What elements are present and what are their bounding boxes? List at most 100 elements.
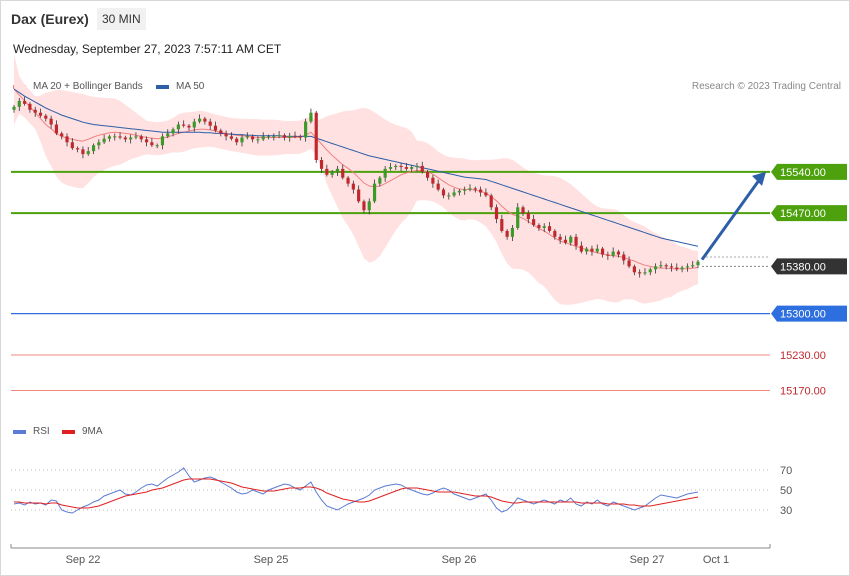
candle-up: [113, 136, 117, 138]
x-tick-label: Sep 27: [630, 554, 665, 566]
candle-down: [664, 265, 668, 267]
candle-down: [505, 230, 509, 237]
candle-down: [346, 177, 350, 184]
candle-up: [516, 207, 520, 228]
level-label-15230.00: 15230.00: [780, 350, 826, 362]
candle-up: [696, 261, 700, 266]
credit-text: Research © 2023 Trading Central: [691, 81, 841, 92]
candle-down: [537, 225, 541, 228]
candle-down: [182, 124, 186, 126]
candle-down: [23, 100, 27, 104]
candle-up: [569, 236, 573, 243]
legend-ma50: MA 50: [156, 81, 204, 92]
candle-down: [341, 168, 345, 178]
rsi-tick-30: 30: [780, 505, 792, 517]
level-label-15170.00: 15170.00: [780, 385, 826, 397]
candle-down: [574, 236, 578, 246]
level-label-15300.00: 15300.00: [780, 309, 826, 321]
ma50-line: [13, 88, 699, 247]
rsi-tick-70: 70: [780, 465, 792, 477]
candle-down: [494, 207, 499, 220]
candle-up: [256, 139, 260, 141]
level-label-15470.00: 15470.00: [780, 208, 826, 220]
level-tag-15470.00: [771, 205, 847, 222]
candle-down: [532, 219, 536, 225]
legend-rsi: RSI: [13, 426, 50, 437]
candle-down: [224, 133, 228, 137]
candle-up: [97, 142, 101, 146]
level-label-15380.00: 15380.00: [780, 261, 826, 273]
candle-down: [473, 188, 477, 190]
candle-up: [261, 136, 265, 140]
candle-up: [542, 226, 546, 228]
candle-down: [351, 183, 355, 190]
x-tick-label: Sep 22: [66, 554, 101, 566]
candle-up: [648, 269, 652, 273]
candle-up: [129, 137, 133, 140]
candle-up: [240, 137, 244, 143]
instrument-title: Dax (Eurex): [11, 11, 89, 27]
candle-up: [383, 168, 387, 178]
rsi-9ma-line: [14, 478, 699, 509]
candle-up: [176, 124, 180, 130]
candle-up: [330, 171, 334, 175]
candle-down: [616, 251, 621, 255]
candle-up: [457, 190, 461, 193]
candle-up: [659, 265, 663, 267]
candle-up: [166, 133, 170, 137]
candle-down: [675, 267, 679, 270]
legend-9ma-label: 9MA: [82, 426, 103, 437]
candle-up: [134, 136, 138, 138]
candle-down: [500, 219, 504, 231]
candle-down: [404, 167, 408, 169]
candle-down: [28, 103, 32, 110]
level-tag-15540.00: [771, 163, 847, 180]
candle-up: [611, 251, 615, 256]
legend-9ma: 9MA: [62, 426, 103, 437]
legend-ma20-label: MA 20 + Bollinger Bands: [33, 81, 143, 92]
rsi-swatch: [13, 429, 26, 434]
forecast-arrow: [700, 177, 762, 261]
candle-down: [203, 118, 207, 122]
interval-badge[interactable]: 30 MIN: [97, 8, 146, 30]
candle-down: [632, 266, 636, 273]
candle-down: [54, 124, 59, 134]
candle-up: [277, 135, 281, 137]
candle-up: [463, 189, 467, 191]
candle-down: [669, 266, 674, 268]
candle-down: [547, 226, 552, 231]
candle-up: [388, 167, 393, 169]
candle-up: [272, 136, 276, 138]
candle-down: [479, 189, 483, 193]
candle-down: [553, 230, 557, 237]
candle-up: [410, 167, 414, 169]
candle-down: [44, 115, 48, 119]
candle-down: [298, 136, 302, 138]
candle-up: [309, 112, 313, 122]
candle-down: [441, 189, 446, 196]
candle-up: [266, 136, 271, 138]
level-tag-15380.00: [771, 258, 847, 275]
candle-down: [627, 260, 631, 267]
candle-up: [691, 265, 695, 267]
candle-down: [293, 135, 297, 137]
candle-up: [197, 118, 202, 122]
candle-down: [235, 138, 239, 143]
level-tag-15300.00: [771, 305, 847, 322]
candle-down: [606, 254, 610, 256]
candle-down: [219, 130, 223, 134]
candle-up: [160, 136, 165, 146]
candle-up: [192, 121, 196, 128]
candle-down: [563, 239, 568, 243]
candle-down: [65, 136, 69, 143]
candle-down: [213, 125, 218, 131]
candle-down: [638, 272, 642, 274]
candle-down: [33, 109, 37, 113]
candle-down: [357, 189, 361, 202]
candle-up: [91, 145, 96, 152]
candle-up: [245, 136, 249, 138]
chart-datetime: Wednesday, September 27, 2023 7:57:11 AM…: [13, 42, 282, 56]
candle-up: [171, 129, 175, 134]
candle-up: [510, 227, 515, 237]
